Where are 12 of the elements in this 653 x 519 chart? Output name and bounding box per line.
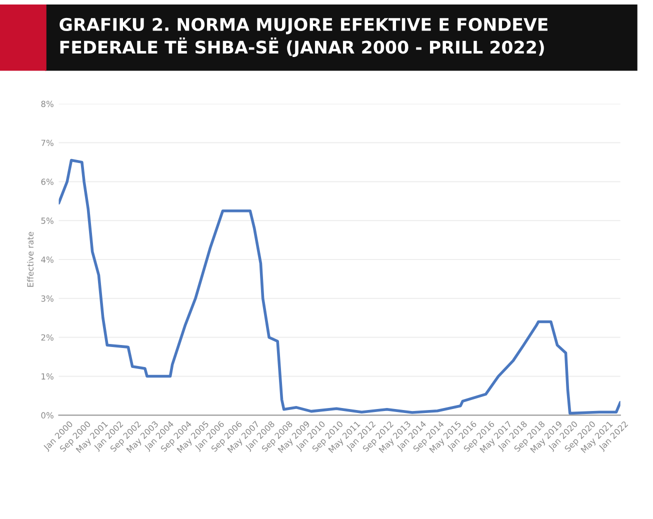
y-tick-label: 4% [41,256,54,263]
y-tick-label: 0% [41,412,54,418]
y-axis-title: Effective rate [27,232,34,287]
line-series [58,158,620,415]
chart-title: GRAFIKU 2. NORMA MUJORE EFEKTIVE E FONDEVE FEDERALE TË SHBA-SË (JANAR 2000 - PRILL 2022) [60,18,548,57]
y-tick-label: 5% [41,218,54,224]
y-tick-label: 1% [42,373,54,380]
y-tick-label: 7% [41,140,54,146]
y-tick-label: 3% [41,295,54,302]
y-tick-label: 8% [41,100,54,108]
y-tick-label: 2% [41,334,54,341]
y-tick-label: 6% [41,178,54,185]
